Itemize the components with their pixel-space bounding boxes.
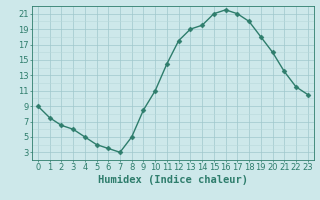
X-axis label: Humidex (Indice chaleur): Humidex (Indice chaleur) <box>98 175 248 185</box>
